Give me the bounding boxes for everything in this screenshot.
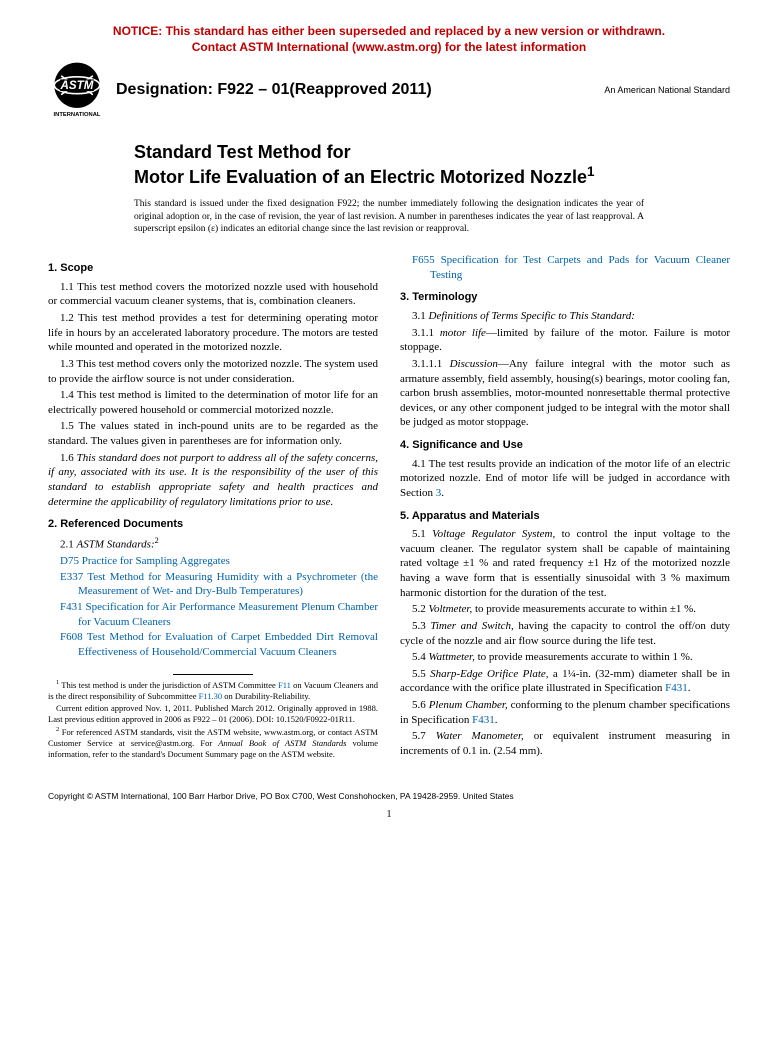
notice-banner: NOTICE: This standard has either been su… <box>48 24 730 55</box>
s5-5-b: . <box>688 682 691 694</box>
para-1-5: 1.5 The values stated in inch-pound unit… <box>48 419 378 448</box>
para-3-1: 3.1 Definitions of Terms Specific to Thi… <box>400 309 730 324</box>
s2-1-prefix: 2.1 <box>60 539 77 551</box>
ref-f431: F431 Specification for Air Performance M… <box>48 600 378 629</box>
s5-5-link[interactable]: F431 <box>665 682 688 694</box>
ref-code[interactable]: F655 <box>412 254 435 266</box>
ans-label: An American National Standard <box>604 85 730 95</box>
fn2-ital: Annual Book of ASTM Standards <box>218 738 346 748</box>
section-4-head: 4. Significance and Use <box>400 438 730 453</box>
para-3-1-1: 3.1.1 motor life—limited by failure of t… <box>400 326 730 355</box>
para-3-1-1-1: 3.1.1.1 Discussion—Any failure integral … <box>400 357 730 430</box>
section-5-head: 5. Apparatus and Materials <box>400 509 730 524</box>
title-line-2: Motor Life Evaluation of an Electric Mot… <box>134 164 730 189</box>
title-sup: 1 <box>587 164 595 179</box>
para-5-3: 5.3 Timer and Switch, having the capacit… <box>400 619 730 648</box>
para-5-4: 5.4 Wattmeter, to provide measurements a… <box>400 650 730 665</box>
para-1-6: 1.6 1.6 This standard does not purport t… <box>48 451 378 510</box>
footnote-2: 2 For referenced ASTM standards, visit t… <box>48 726 378 760</box>
s4-1-b: . <box>441 487 444 499</box>
s5-6-b: . <box>495 714 498 726</box>
section-2-head: 2. Referenced Documents <box>48 517 378 532</box>
issue-note: This standard is issued under the fixed … <box>134 198 644 235</box>
para-4-1: 4.1 The test results provide an indicati… <box>400 457 730 501</box>
document-page: NOTICE: This standard has either been su… <box>0 0 778 1044</box>
fn1-link-2[interactable]: F11.30 <box>199 691 223 701</box>
ref-code[interactable]: F431 <box>60 601 83 613</box>
ref-f655: F655 Specification for Test Carpets and … <box>400 253 730 282</box>
ref-f608: F608 Test Method for Evaluation of Carpe… <box>48 630 378 659</box>
fn1-a: This test method is under the jurisdicti… <box>59 680 278 690</box>
s2-1-ital: ASTM Standards: <box>77 539 155 551</box>
notice-line-1: NOTICE: This standard has either been su… <box>113 24 665 38</box>
notice-line-2: Contact ASTM International (www.astm.org… <box>192 40 586 54</box>
page-number: 1 <box>48 809 730 820</box>
footnote-1: 1 This test method is under the jurisdic… <box>48 679 378 702</box>
ref-code[interactable]: E337 <box>60 571 83 583</box>
para-5-2: 5.2 Voltmeter, to provide measurements a… <box>400 602 730 617</box>
designation-text: Designation: F922 – 01(Reapproved 2011) <box>116 81 432 99</box>
section-3-head: 3. Terminology <box>400 290 730 305</box>
section-1-head: 1. Scope <box>48 261 378 276</box>
ref-code[interactable]: F608 <box>60 631 83 643</box>
fn1-c: on Durability-Reliability. <box>222 691 310 701</box>
para-5-6: 5.6 Plenum Chamber, conforming to the pl… <box>400 698 730 727</box>
s2-1-sup: 2 <box>155 536 159 545</box>
para-1-3: 1.3 This test method covers only the mot… <box>48 357 378 386</box>
copyright-line: Copyright © ASTM International, 100 Barr… <box>48 791 730 801</box>
title-block: Standard Test Method for Motor Life Eval… <box>134 141 730 188</box>
ref-text[interactable]: Practice for Sampling Aggregates <box>82 555 230 567</box>
ref-text[interactable]: Test Method for Evaluation of Carpet Emb… <box>78 631 378 658</box>
para-1-1: 1.1 This test method covers the motorize… <box>48 280 378 309</box>
para-1-2: 1.2 This test method provides a test for… <box>48 311 378 355</box>
title-text: Motor Life Evaluation of an Electric Mot… <box>134 167 587 187</box>
footnote-1-cont: Current edition approved Nov. 1, 2011. P… <box>48 703 378 725</box>
ref-text[interactable]: Specification for Air Performance Measur… <box>78 601 378 628</box>
para-5-1: 5.1 Voltage Regulator System, to control… <box>400 527 730 600</box>
ref-code[interactable]: D75 <box>60 555 79 567</box>
s4-1-a: 4.1 The test results provide an indicati… <box>400 458 730 499</box>
astm-logo-icon: ASTM INTERNATIONAL <box>48 61 106 119</box>
s5-6-link[interactable]: F431 <box>472 714 495 726</box>
para-5-5: 5.5 Sharp-Edge Orifice Plate, a 1¼-in. (… <box>400 667 730 696</box>
svg-text:INTERNATIONAL: INTERNATIONAL <box>54 112 101 118</box>
fn1-link-1[interactable]: F11 <box>278 680 291 690</box>
ref-e337: E337 Test Method for Measuring Humidity … <box>48 570 378 599</box>
title-line-1: Standard Test Method for <box>134 141 730 164</box>
header-row: ASTM INTERNATIONAL Designation: F922 – 0… <box>48 61 730 119</box>
footnote-rule <box>173 674 253 675</box>
para-5-7: 5.7 Water Manometer, or equivalent instr… <box>400 729 730 758</box>
svg-text:ASTM: ASTM <box>60 79 94 92</box>
footnotes-block: 1 This test method is under the jurisdic… <box>48 674 378 760</box>
para-2-1: 2.1 ASTM Standards:2 <box>48 536 378 552</box>
body-columns: 1. Scope 1.1 This test method covers the… <box>48 253 730 760</box>
ref-text[interactable]: Test Method for Measuring Humidity with … <box>78 571 378 598</box>
para-1-4: 1.4 This test method is limited to the d… <box>48 388 378 417</box>
ref-text[interactable]: Specification for Test Carpets and Pads … <box>430 254 730 281</box>
ref-d75: D75 Practice for Sampling Aggregates <box>48 554 378 569</box>
